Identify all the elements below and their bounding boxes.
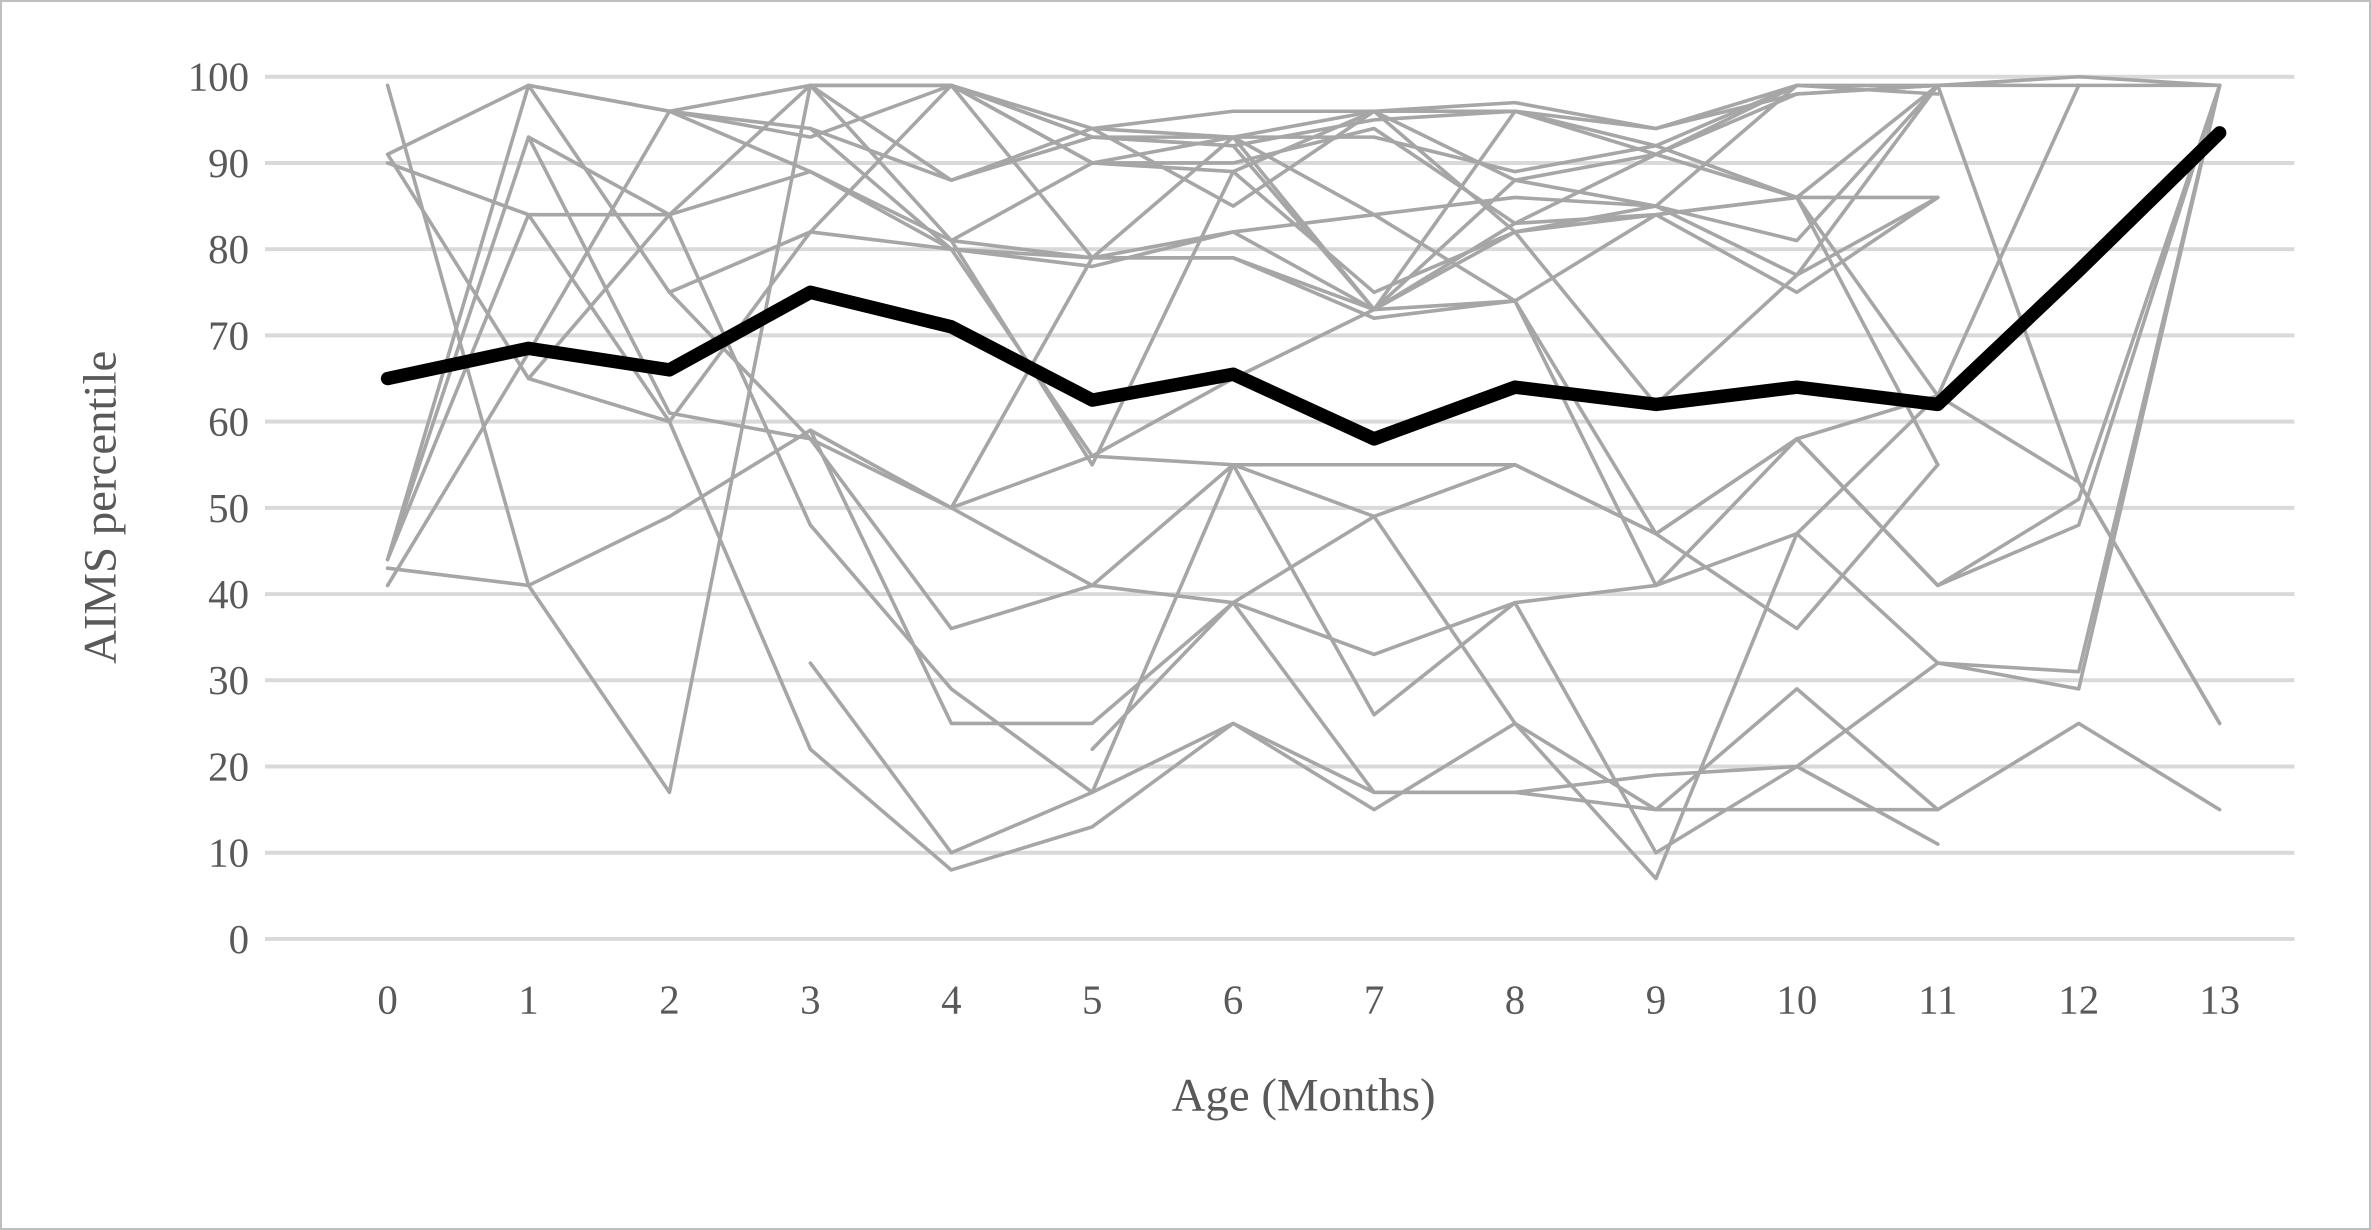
x-tick-label: 13 <box>2199 978 2240 1023</box>
x-tick-label: 10 <box>1776 978 1817 1023</box>
x-axis-title: Age (Months) <box>1172 1069 1436 1121</box>
y-tick-label: 100 <box>188 55 249 100</box>
x-tick-label: 12 <box>2058 978 2099 1023</box>
infant-trajectory-line <box>667 109 1940 467</box>
x-tick-label: 9 <box>1646 978 1666 1023</box>
y-axis-title: AIMS percentile <box>74 351 126 664</box>
x-tick-label: 2 <box>659 978 679 1023</box>
y-tick-label: 70 <box>208 313 249 358</box>
infant-trajectory-line <box>526 376 2222 881</box>
y-tick-label: 0 <box>229 917 249 962</box>
infant-trajectory-line <box>385 83 2222 726</box>
x-tick-label: 3 <box>800 978 820 1023</box>
infant-trajectory-line <box>385 83 2222 726</box>
x-tick-label: 0 <box>377 978 397 1023</box>
x-tick-label: 7 <box>1364 978 1384 1023</box>
individual-trajectory-lines <box>385 74 2222 881</box>
y-axis-tick-labels: 0 10 20 30 40 50 60 70 80 90 100 <box>188 55 249 962</box>
y-tick-label: 90 <box>208 141 249 186</box>
infant-trajectory-line <box>949 195 1940 312</box>
x-tick-label: 1 <box>518 978 538 1023</box>
y-tick-label: 50 <box>208 486 249 531</box>
infant-trajectory-line <box>1090 83 1940 277</box>
y-tick-label: 80 <box>208 227 249 272</box>
infant-trajectory-line <box>808 83 1799 183</box>
gridlines <box>265 74 2295 941</box>
infant-trajectory-line <box>385 83 2222 795</box>
infant-trajectory-line <box>808 256 1940 631</box>
infant-trajectory-line <box>949 393 1940 536</box>
y-tick-label: 20 <box>208 744 249 789</box>
x-tick-label: 6 <box>1223 978 1243 1023</box>
y-tick-label: 60 <box>208 400 249 445</box>
mean-trajectory-line <box>380 126 2227 446</box>
infant-trajectory-line <box>385 195 1940 562</box>
infant-trajectory-line <box>1090 600 1940 812</box>
x-tick-label: 11 <box>1918 978 1957 1023</box>
mean-trajectory-line-group <box>380 126 2227 446</box>
infant-trajectory-line <box>667 290 2222 812</box>
infant-trajectory-line <box>385 83 2081 398</box>
x-tick-label: 5 <box>1082 978 1102 1023</box>
y-tick-label: 30 <box>208 658 249 703</box>
y-tick-label: 40 <box>208 572 249 617</box>
y-tick-label: 10 <box>208 831 249 876</box>
x-tick-label: 4 <box>941 978 961 1023</box>
infant-trajectory-line <box>808 462 1940 855</box>
infant-trajectory-line <box>949 83 1940 312</box>
x-axis-tick-labels: 0 1 2 3 4 5 6 7 8 9 10 11 12 13 <box>377 978 2240 1023</box>
x-tick-label: 8 <box>1505 978 1525 1023</box>
infant-trajectory-line <box>385 74 2222 562</box>
infant-trajectory-line <box>808 83 1799 217</box>
